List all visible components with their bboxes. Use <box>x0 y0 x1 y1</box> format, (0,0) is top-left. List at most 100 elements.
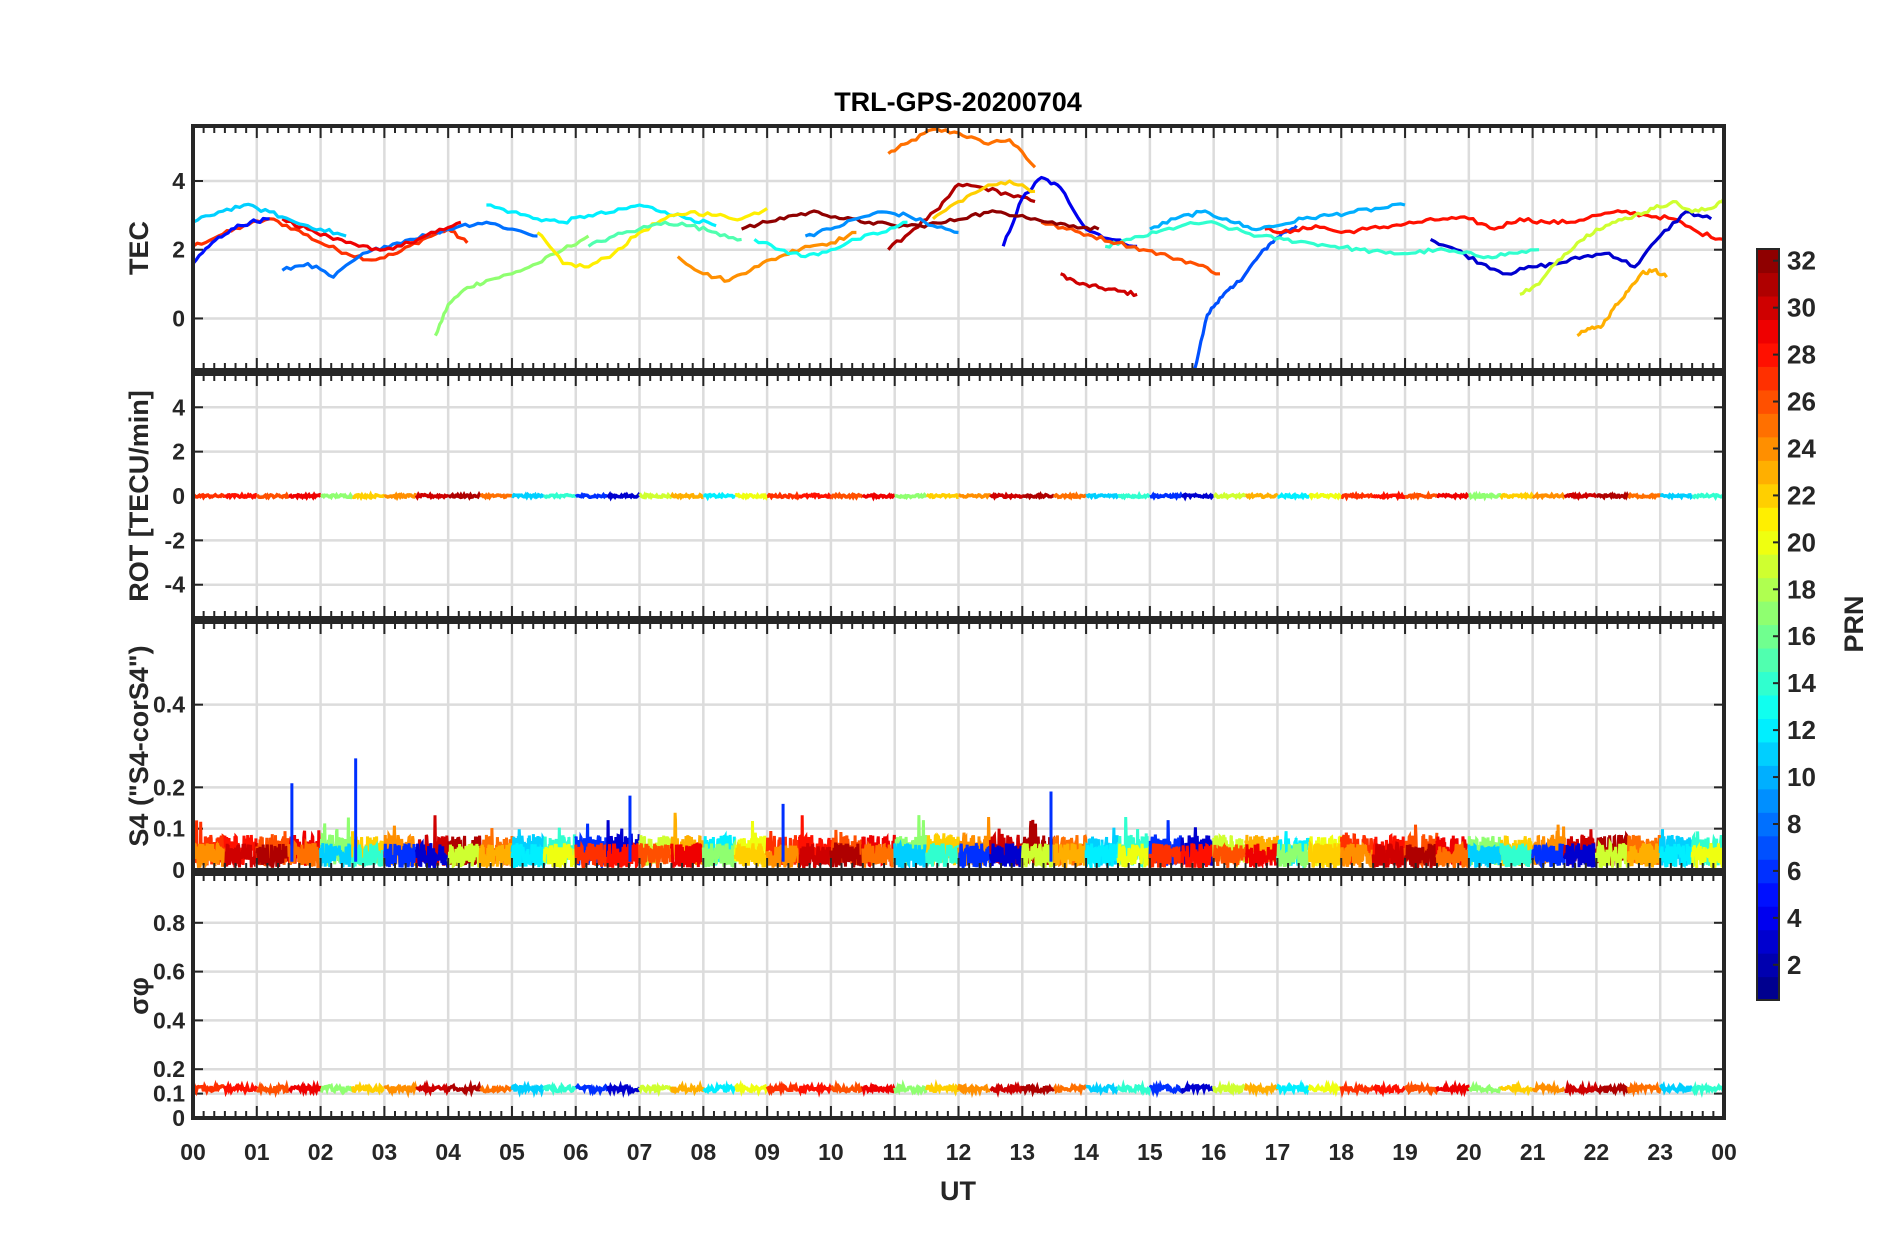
sigma-trace <box>893 1079 928 1097</box>
sigma-trace <box>956 1083 992 1099</box>
rot-trace <box>383 491 417 502</box>
x-tick-label: 16 <box>1201 1139 1227 1165</box>
sigma-trace <box>1275 1079 1311 1096</box>
colorbar-swatch <box>1757 601 1779 626</box>
colorbar-swatch <box>1757 906 1779 931</box>
sigma-trace <box>1148 1079 1184 1099</box>
s4-trace <box>1690 841 1724 870</box>
tec-series-prn-26 <box>1040 220 1221 276</box>
colorbar-tick-label: 2 <box>1787 950 1801 980</box>
x-tick-label: 06 <box>563 1139 589 1165</box>
tec-series-prn-17 <box>433 234 590 337</box>
sigma-trace <box>1372 1080 1407 1098</box>
colorbar-swatch <box>1757 554 1779 579</box>
rot-trace <box>798 492 833 500</box>
colorbar-swatch <box>1757 741 1779 766</box>
colorbar-tick-label: 4 <box>1787 903 1802 933</box>
sigma-trace <box>1085 1081 1119 1097</box>
x-tick-label: 12 <box>946 1139 972 1165</box>
s4-trace <box>669 842 705 868</box>
y-tick-label: -2 <box>165 527 185 553</box>
colorbar-swatch <box>1757 272 1779 297</box>
s4-trace <box>1276 843 1311 870</box>
rot-trace <box>1245 491 1279 501</box>
rot-trace <box>703 491 736 502</box>
rot-trace <box>542 491 577 500</box>
s4-trace <box>861 840 897 868</box>
colorbar-swatch <box>1757 624 1779 649</box>
tec-series-prn-30 <box>1060 272 1138 298</box>
y-tick-label: 0.4 <box>153 1007 185 1033</box>
panel-sigma: 00.10.2 0.4 0.6 0.8 σφ <box>124 872 1726 1131</box>
sigma-trace <box>702 1080 737 1096</box>
colorbar-swatch <box>1757 413 1779 438</box>
rot-trace <box>669 491 704 501</box>
colorbar-swatch <box>1757 929 1779 954</box>
sigma-trace <box>605 1080 642 1098</box>
rot-trace <box>958 492 991 500</box>
rot-trace <box>1213 491 1246 501</box>
x-tick-label: 14 <box>1073 1139 1099 1165</box>
colorbar-swatch <box>1757 694 1779 719</box>
rot-trace <box>1052 491 1088 501</box>
y-tick-label: 0.2 <box>153 774 185 800</box>
colorbar-swatch <box>1757 530 1779 555</box>
rot-trace <box>1595 491 1630 501</box>
s4-trace <box>255 843 291 869</box>
x-tick-label: 10 <box>818 1139 844 1165</box>
x-tick-label: 05 <box>499 1139 525 1165</box>
s4-trace <box>988 843 1024 868</box>
colorbar-tick-label: 6 <box>1787 856 1801 886</box>
rot-trace <box>1117 490 1152 501</box>
y-tick-label: 2 <box>172 439 185 465</box>
sigma-trace <box>1467 1080 1502 1095</box>
chart-title: TRL-GPS-20200704 <box>834 87 1082 117</box>
tec-series-prn-28 <box>1264 209 1724 241</box>
sigma-trace <box>415 1079 450 1097</box>
panel-rot: -4 -2 0 2 4 ROT [TECU/min] <box>124 372 1726 620</box>
s4-trace <box>351 840 386 868</box>
sigma-trace <box>924 1078 961 1097</box>
sigma-trace <box>797 1081 833 1098</box>
rot-trace <box>1627 491 1662 501</box>
s4-trace <box>383 843 418 868</box>
colorbar-swatch <box>1757 671 1779 696</box>
s4-trace <box>1339 841 1375 868</box>
s4-trace <box>287 837 323 870</box>
colorbar-swatch <box>1757 507 1779 532</box>
rot-trace <box>193 492 226 501</box>
rot-trace <box>734 491 769 501</box>
s4-trace <box>574 840 610 870</box>
rot-trace <box>1340 490 1374 502</box>
colorbar-swatch <box>1757 812 1779 837</box>
sigma-trace <box>287 1079 323 1097</box>
y-tick-label: 0 <box>172 483 185 509</box>
sigma-trace <box>669 1079 705 1097</box>
x-axis-label: UT <box>940 1176 976 1206</box>
tec-series-prn-11 <box>193 202 347 238</box>
sigma-trace <box>510 1080 546 1099</box>
tec-series-prn-15 <box>587 220 742 248</box>
tec-series-prn-9 <box>804 210 959 238</box>
colorbar-swatch <box>1757 647 1779 673</box>
x-tick-label: 07 <box>627 1139 653 1165</box>
rot-trace <box>1180 492 1215 502</box>
s4-trace <box>829 842 865 868</box>
colorbar-tick-label: 20 <box>1787 527 1816 557</box>
colorbar-swatch <box>1757 976 1779 1001</box>
panel-s4: 0 0.1 0.2 0.4S4 ("S4-corS4") <box>124 620 1726 883</box>
rot-trace <box>1308 491 1343 501</box>
rot-trace <box>1371 490 1407 502</box>
rot-trace <box>1149 491 1184 501</box>
sigma-trace <box>1499 1079 1535 1097</box>
x-tick-label: 13 <box>1009 1139 1035 1165</box>
x-axis-ticks: 00 01 02 03 04 05 06 07 08 09 10 11 12 13 14 15 16 17 18 19… <box>180 1139 1737 1165</box>
rot-trace <box>320 491 354 501</box>
y-axis-label: ROT [TECU/min] <box>124 390 154 601</box>
colorbar-swatch <box>1757 319 1779 344</box>
x-tick-label: 08 <box>691 1139 717 1165</box>
y-tick-label: 0 <box>172 305 185 331</box>
colorbar-tick-label: 18 <box>1787 574 1816 604</box>
